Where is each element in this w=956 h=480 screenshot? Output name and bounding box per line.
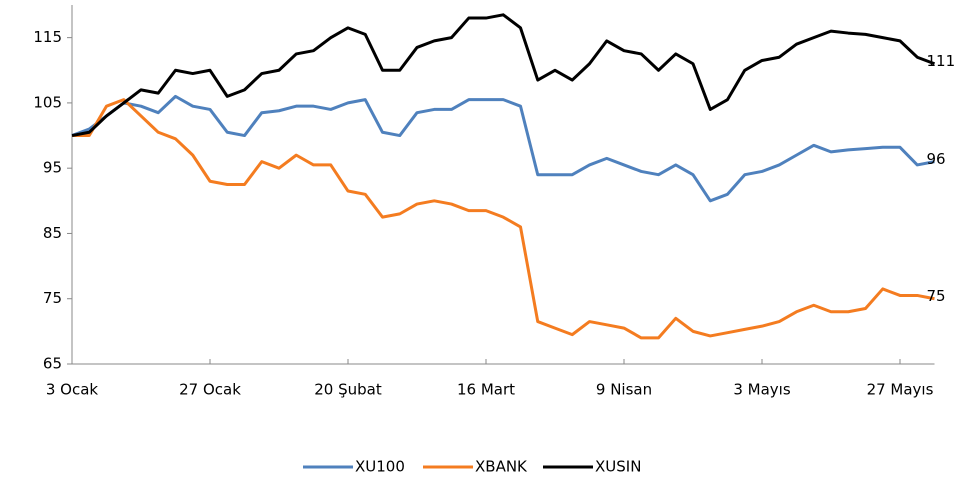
x-tick-label: 16 Mart [457, 381, 515, 399]
x-tick-label: 27 Ocak [179, 381, 241, 399]
end-label: 96 [927, 150, 946, 168]
y-tick-label: 95 [43, 159, 62, 177]
legend-label: XBANK [475, 458, 528, 476]
x-tick-label: 3 Mayıs [733, 381, 790, 399]
y-tick-label: 65 [43, 355, 62, 373]
x-tick-label: 20 Şubat [314, 381, 382, 399]
legend-label: XUSIN [595, 458, 641, 476]
legend-label: XU100 [355, 458, 405, 476]
y-tick-label: 115 [33, 28, 62, 46]
x-tick-label: 9 Nisan [596, 381, 652, 399]
end-label: 75 [927, 287, 946, 305]
x-tick-label: 3 Ocak [46, 381, 99, 399]
x-tick-label: 27 Mayıs [867, 381, 934, 399]
y-tick-label: 85 [43, 224, 62, 242]
y-tick-label: 105 [33, 93, 62, 111]
series-line [71, 13, 936, 138]
end-label: 111 [927, 52, 956, 70]
series-line [71, 94, 935, 203]
y-tick-label: 75 [43, 289, 62, 307]
series-line [72, 98, 935, 340]
